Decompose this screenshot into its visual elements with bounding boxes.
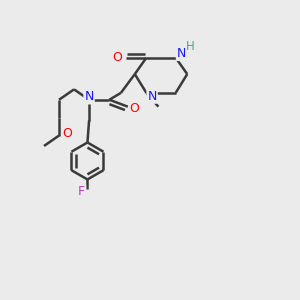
Text: N: N: [84, 91, 94, 103]
Text: O: O: [62, 127, 72, 140]
Text: F: F: [78, 185, 85, 198]
Text: H: H: [186, 40, 195, 53]
Text: O: O: [112, 51, 122, 64]
Text: O: O: [129, 103, 139, 116]
Text: N: N: [147, 90, 157, 103]
Text: N: N: [177, 47, 186, 60]
